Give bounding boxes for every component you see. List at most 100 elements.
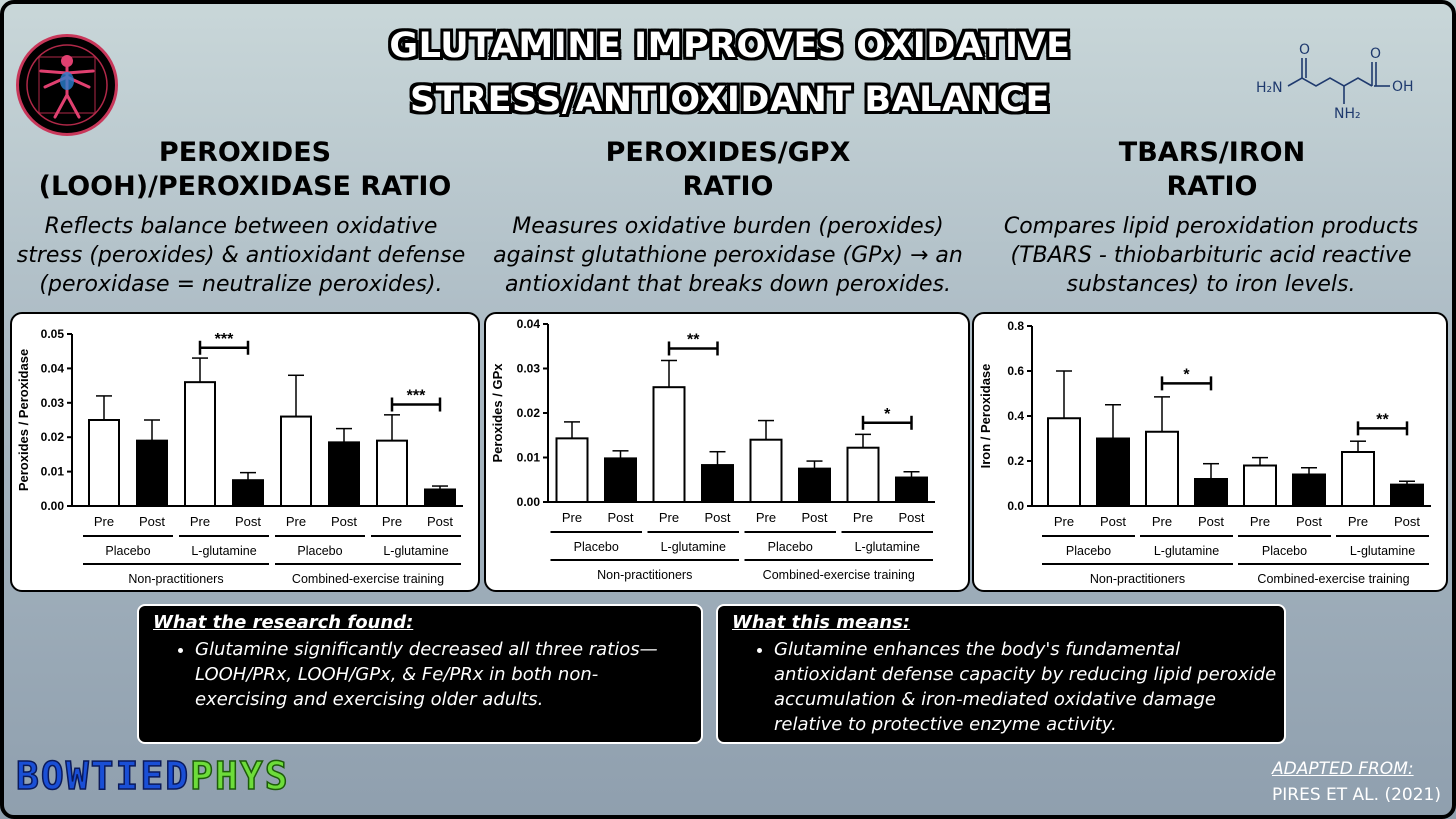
chart-panel-3: 0.0 0.2 0.4 0.6 0.8 Iron / Peroxidase Pre Post P… xyxy=(972,312,1448,592)
x-category-label: Post xyxy=(704,510,730,525)
findings-text-2: LOOH/PRx, LOOH/GPx, & Fe/PRx in both non… xyxy=(195,664,599,685)
x-category-label: Post xyxy=(1100,514,1126,529)
col3-desc-2: (TBARS - thiobarbituric acid reactive xyxy=(1010,243,1412,268)
y-tick-label: 0.01 xyxy=(41,465,65,479)
bar xyxy=(846,446,880,504)
bar xyxy=(1096,437,1130,507)
glutamine-molecule-icon: O O H₂N OH NH₂ xyxy=(1256,42,1414,122)
supergroup-label: Non-practitioners xyxy=(128,572,223,586)
col1-heading-1: PEROXIDES xyxy=(158,137,332,168)
title-line-2: STRESS/ANTIOXIDANT BALANCE xyxy=(410,80,1050,120)
x-category-label: Pre xyxy=(190,514,210,529)
bar xyxy=(184,381,216,507)
col2-desc-1: Measures oxidative burden (peroxides) xyxy=(512,214,944,239)
bar xyxy=(652,386,686,503)
x-category-label: Post xyxy=(801,510,827,525)
col2-heading-2: RATIO xyxy=(682,171,774,202)
y-tick-label: 0.0 xyxy=(1007,499,1024,513)
group-label: Placebo xyxy=(768,540,813,554)
bar xyxy=(88,419,120,507)
x-category-label: Pre xyxy=(94,514,114,529)
meaning-bullet: Glutamine enhances the body's fundamenta… xyxy=(774,637,1284,737)
mol-h2n: H₂N xyxy=(1256,80,1283,96)
meaning-text-4: relative to protective enzyme activity. xyxy=(774,714,1117,735)
group-label: Placebo xyxy=(1262,544,1307,558)
col3-desc-1: Compares lipid peroxidation products xyxy=(1003,214,1419,239)
y-tick-label: 0.2 xyxy=(1007,454,1024,468)
y-tick-label: 0.02 xyxy=(517,406,541,420)
col1-heading-2: (LOOH)/PEROXIDASE RATIO xyxy=(38,171,452,202)
mol-o1: O xyxy=(1299,42,1310,58)
bar xyxy=(1341,451,1375,507)
findings-heading: What the research found: xyxy=(153,612,414,633)
source-credit: ADAPTED FROM: PIRES ET AL. (2021) xyxy=(1272,756,1441,808)
bar xyxy=(895,476,928,503)
mol-oh: OH xyxy=(1392,79,1414,95)
col2-heading-1: PEROXIDES/GPX xyxy=(605,137,851,168)
mol-nh2: NH₂ xyxy=(1334,106,1361,122)
bar xyxy=(1194,478,1228,507)
meaning-text-1: Glutamine enhances the body's fundamenta… xyxy=(774,639,1181,660)
bar xyxy=(328,441,360,507)
col2-desc-2: against glutathione peroxidase (GPx) → a… xyxy=(493,243,963,268)
col2-desc-3: antioxidant that breaks down peroxides. xyxy=(504,272,952,297)
brand-part-1: BOWTIED xyxy=(15,753,191,799)
bar xyxy=(376,439,408,507)
bar xyxy=(555,437,589,503)
group-label: L-glutamine xyxy=(1154,544,1219,558)
col1-desc-3: (peroxidase = neutralize peroxides). xyxy=(39,272,443,297)
group-label: L-glutamine xyxy=(383,544,448,558)
x-category-label: Pre xyxy=(1054,514,1074,529)
significance-label: *** xyxy=(215,331,234,348)
group-label: L-glutamine xyxy=(855,540,920,554)
bar xyxy=(1292,473,1326,507)
y-tick-label: 0.01 xyxy=(517,451,541,465)
y-tick-label: 0.05 xyxy=(41,327,65,341)
chart-peroxides-peroxidase: 0.00 0.01 0.02 0.03 0.04 0.05 Peroxides / Pero… xyxy=(16,327,463,586)
meaning-heading: What this means: xyxy=(732,612,911,633)
findings-text-3: exercising and exercising older adults. xyxy=(195,689,544,710)
bar xyxy=(1145,430,1179,507)
significance-label: ** xyxy=(687,331,700,348)
x-category-label: Post xyxy=(1198,514,1224,529)
x-category-label: Post xyxy=(235,514,261,529)
x-category-label: Pre xyxy=(286,514,306,529)
x-category-label: Pre xyxy=(562,510,582,525)
y-tick-label: 0.04 xyxy=(517,317,541,331)
significance-label: * xyxy=(1183,366,1190,383)
group-label: Placebo xyxy=(297,544,342,558)
bar xyxy=(604,457,637,503)
y-axis-label: Peroxides / Peroxidase xyxy=(16,349,31,491)
significance-label: *** xyxy=(407,388,426,405)
group-label: L-glutamine xyxy=(661,540,726,554)
y-tick-label: 0.03 xyxy=(41,396,65,410)
chart-iron-peroxidase: 0.0 0.2 0.4 0.6 0.8 Iron / Peroxidase Pre Post P… xyxy=(978,319,1431,586)
credit-line-2: PIRES ET AL. (2021) xyxy=(1272,785,1441,805)
findings-bullet: Glutamine significantly decreased all th… xyxy=(195,637,701,712)
meaning-list: Glutamine enhances the body's fundamenta… xyxy=(718,637,1284,737)
group-label: L-glutamine xyxy=(191,544,256,558)
bar xyxy=(280,415,312,507)
brand-part-2: PHYS xyxy=(189,753,290,799)
x-category-label: Post xyxy=(607,510,633,525)
y-tick-label: 0.02 xyxy=(41,430,65,444)
y-axis-label: Iron / Peroxidase xyxy=(978,364,993,469)
x-category-label: Post xyxy=(898,510,924,525)
significance-label: * xyxy=(884,406,891,423)
supergroup-label: Combined-exercise training xyxy=(763,568,915,582)
bar xyxy=(1047,417,1081,507)
x-category-label: Post xyxy=(1394,514,1420,529)
group-label: Placebo xyxy=(105,544,150,558)
col1-desc-2: stress (peroxides) & antioxidant defense xyxy=(16,243,466,268)
bar xyxy=(701,464,734,504)
chart-peroxides-gpx: 0.00 0.01 0.02 0.03 0.04 Peroxides / GPx Pre Po… xyxy=(490,317,935,582)
x-category-label: Pre xyxy=(1250,514,1270,529)
col3-heading-2: RATIO xyxy=(1166,171,1258,202)
y-axis-label: Peroxides / GPx xyxy=(490,363,505,463)
findings-box: What the research found: Glutamine signi… xyxy=(137,604,703,744)
col1-desc-1: Reflects balance between oxidative xyxy=(44,214,438,239)
group-label: Placebo xyxy=(574,540,619,554)
x-category-label: Post xyxy=(427,514,453,529)
title-line-1: GLUTAMINE IMPROVES OXIDATIVE xyxy=(389,26,1071,66)
y-tick-label: 0.04 xyxy=(41,361,65,375)
